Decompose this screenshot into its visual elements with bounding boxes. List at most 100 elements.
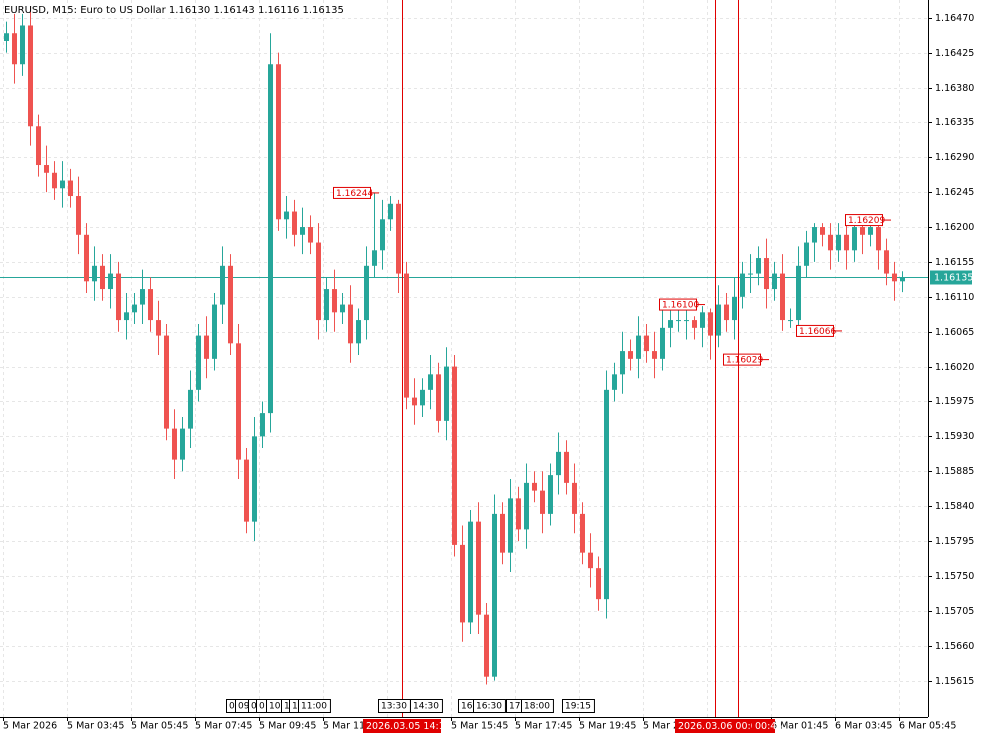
price-marker-box: [333, 186, 371, 199]
candle-body: [692, 320, 697, 328]
candle-body: [332, 289, 337, 313]
candle-body: [324, 289, 329, 321]
y-tick-label: 1.15930: [935, 431, 974, 442]
vertical-line-label: 2026.03.05 14:15: [366, 721, 451, 732]
candle-body: [476, 521, 481, 615]
candle-body: [68, 180, 73, 197]
candle-body: [820, 227, 825, 235]
candle-body: [660, 327, 665, 359]
candle-body: [180, 428, 185, 460]
time-marker-label: 0: [251, 702, 257, 712]
candle-body: [620, 351, 625, 375]
candle-body: [244, 459, 249, 522]
current-price-label: 1.16135: [934, 273, 973, 284]
x-tick-label: 6 Mar 03:45: [835, 721, 892, 732]
candle-body: [340, 304, 345, 313]
time-marker-label: 13:30: [381, 702, 407, 712]
y-tick-label: 1.16245: [935, 187, 974, 198]
candle-body: [236, 343, 241, 460]
candle-body: [516, 498, 521, 530]
candle-body: [860, 227, 865, 235]
y-tick-label: 1.15750: [935, 571, 974, 582]
candle-body: [44, 165, 49, 173]
time-marker-box: [521, 699, 554, 713]
candle-body: [436, 374, 441, 421]
candle-body: [612, 374, 617, 390]
x-tick-label: 6 Mar 05:45: [899, 721, 956, 732]
candle-body: [140, 289, 145, 305]
overlay: 1.16244 1.16100 1.16029 1.16066 1.16209 2026.…: [226, 0, 973, 733]
candle-body: [716, 304, 721, 336]
candle-body: [812, 227, 817, 243]
candle-body: [100, 265, 105, 290]
price-marker-label: 1.16244: [336, 189, 373, 199]
price-marker-label: 1.16100: [662, 301, 699, 311]
candle-body: [260, 413, 265, 437]
y-tick-label: 1.16020: [935, 362, 974, 373]
candle-body: [756, 258, 761, 274]
candle-body: [308, 227, 313, 243]
y-tick-label: 1.15975: [935, 396, 974, 407]
candle-body: [4, 33, 9, 41]
price-marker-box: [659, 298, 697, 311]
candle-body: [316, 242, 321, 321]
candle-body: [364, 265, 369, 321]
y-tick-label: 1.15705: [935, 606, 974, 617]
candle-body: [452, 366, 457, 545]
candle-body: [564, 451, 569, 483]
time-marker-label: 19:15: [565, 702, 591, 712]
candle-body: [172, 428, 177, 460]
candle-body: [684, 320, 689, 322]
candle-body: [276, 64, 281, 220]
candle-body: [460, 544, 465, 623]
vertical-line-label-box: [752, 719, 775, 733]
candle-body: [900, 277, 905, 282]
candle-body: [428, 374, 433, 390]
time-marker-label: 11:00: [301, 702, 327, 712]
candle-body: [828, 234, 833, 251]
x-tick-label: 5 Mar 07:45: [195, 721, 252, 732]
candle-body: [500, 513, 505, 553]
candle-body: [196, 335, 201, 390]
candle-body: [164, 335, 169, 429]
y-tick-label: 1.15660: [935, 641, 974, 652]
candle-body: [572, 482, 577, 514]
candle-body: [420, 389, 425, 406]
candle-body: [116, 273, 121, 321]
candle-body: [740, 273, 745, 297]
candle-body: [92, 265, 97, 282]
candle-body: [652, 351, 657, 359]
price-marker-box: [796, 324, 834, 337]
y-tick-label: 1.15615: [935, 676, 974, 687]
price-marker-box: [723, 353, 761, 366]
candle-body: [580, 513, 585, 553]
candle-body: [708, 312, 713, 336]
candle-body: [348, 304, 353, 344]
candle-body: [676, 320, 681, 322]
price-marker-label: 1.16029: [726, 356, 763, 366]
candle-body: [396, 203, 401, 274]
candle-body: [796, 265, 801, 321]
candle-body: [124, 312, 129, 321]
x-tick-label: 5 Mar 05:45: [131, 721, 188, 732]
candle-body: [644, 335, 649, 352]
candle-body: [84, 234, 89, 282]
candle-body: [836, 234, 841, 251]
time-marker-label: 17:: [509, 702, 523, 712]
y-tick-label: 1.16200: [935, 222, 974, 233]
current-price-box: [930, 270, 972, 285]
candle-body: [20, 25, 25, 65]
x-tick-label: 5 Mar 2: [643, 721, 679, 732]
vertical-line-label-box: [363, 719, 441, 733]
candle-body: [868, 227, 873, 235]
x-tick-label: 5 Mar 03:45: [67, 721, 124, 732]
candle-body: [588, 552, 593, 569]
candle-body: [596, 568, 601, 600]
candle-body: [220, 265, 225, 305]
candle-body: [508, 498, 513, 553]
time-marker-box: [298, 699, 331, 713]
candle-body: [724, 304, 729, 321]
candle-body: [548, 475, 553, 514]
candle-body: [604, 389, 609, 600]
